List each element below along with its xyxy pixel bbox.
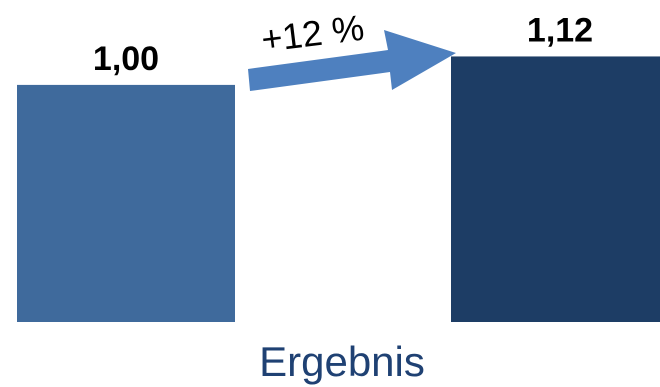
- value-label-base: 1,00: [93, 40, 159, 78]
- bar-base: [17, 84, 235, 322]
- category-label: Ergebnis: [259, 338, 425, 385]
- change-annotation: +12 %: [259, 7, 366, 60]
- value-label-result: 1,12: [527, 11, 593, 49]
- bar-result: [451, 56, 660, 323]
- increase-arrow-icon: [248, 30, 456, 91]
